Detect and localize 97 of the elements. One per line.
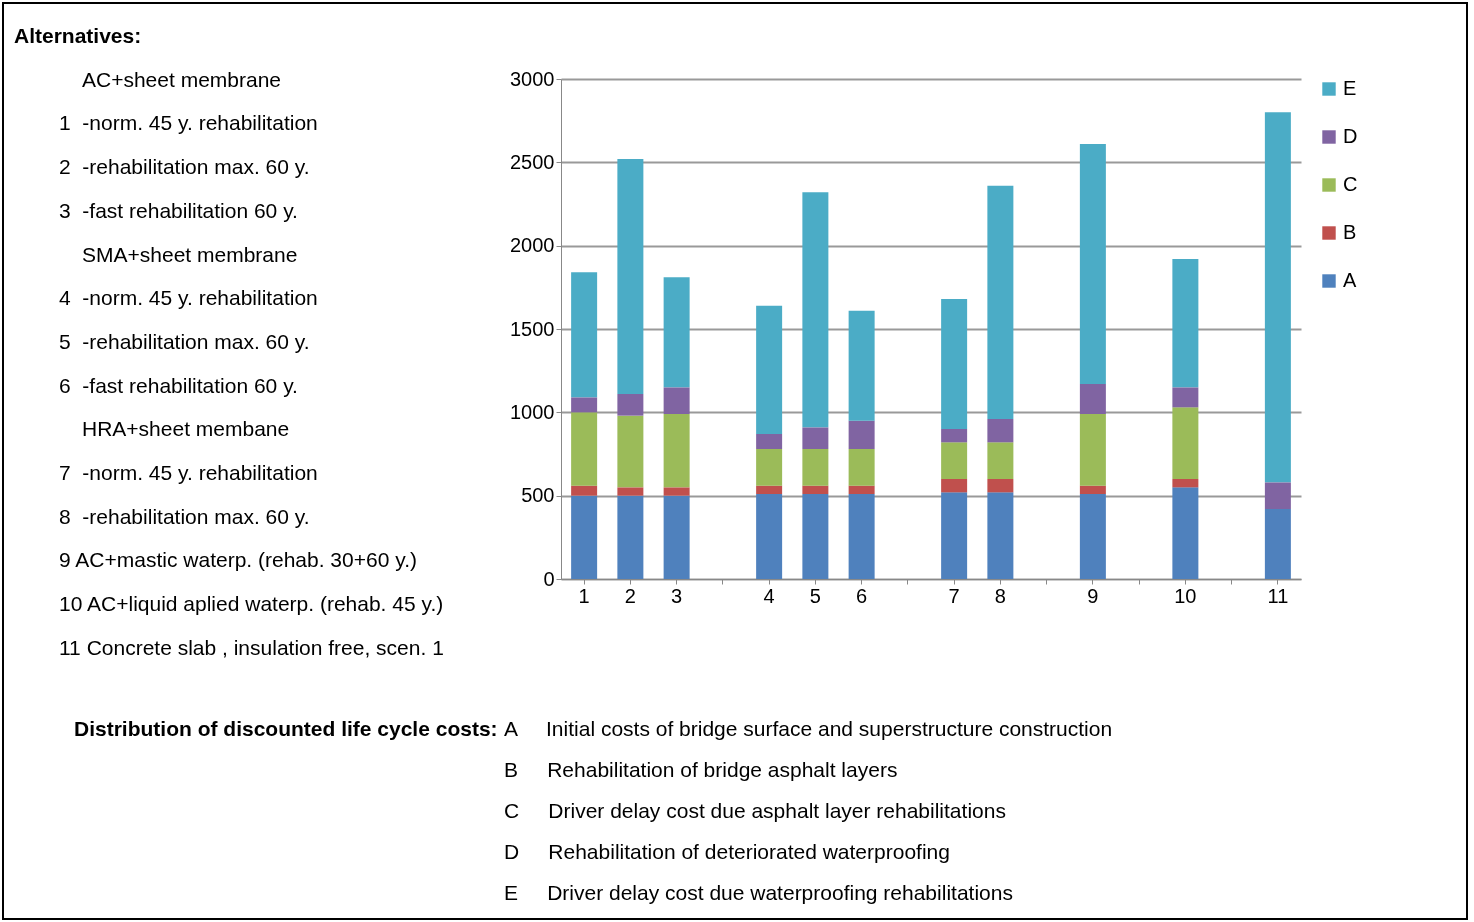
- x-tick-label: 5: [809, 584, 821, 607]
- text: Alternatives:: [14, 23, 143, 49]
- x-tick-label: 2: [624, 584, 636, 607]
- bar: [1264, 509, 1291, 579]
- text: 11 Concrete slab , insulation free, scen. 1: [58, 634, 444, 661]
- bar: [941, 429, 968, 443]
- bar: [663, 277, 690, 388]
- bar: [756, 494, 783, 579]
- bar: [617, 415, 644, 488]
- bar: [1172, 259, 1199, 388]
- bar: [1079, 494, 1106, 579]
- bar: [941, 492, 968, 579]
- bar: [848, 485, 875, 494]
- x-tick-label: 7: [948, 584, 960, 607]
- text: E Driver delay cost due waterproofing rehabilitations: [503, 880, 1014, 906]
- bar: [848, 494, 875, 579]
- text: 1 -norm. 45 y. rehabilitation: [58, 110, 319, 137]
- bar: [663, 487, 690, 496]
- text: 8 -rehabilitation max. 60 y.: [58, 503, 311, 530]
- x-tick-label: 1: [578, 584, 590, 607]
- bar: [1172, 487, 1199, 579]
- bar: [571, 272, 598, 398]
- text: 3 -fast rehabilitation 60 y.: [58, 197, 299, 224]
- bar: [756, 485, 783, 494]
- bar: [802, 192, 829, 428]
- bar: [1079, 144, 1106, 384]
- bar: [802, 494, 829, 579]
- text: SMA+sheet membrane: [81, 241, 299, 268]
- bar: [1264, 112, 1291, 483]
- bar: [663, 495, 690, 579]
- bar: [1172, 407, 1199, 479]
- bar: [571, 495, 598, 579]
- text: 10 AC+liquid aplied waterp. (rehab. 45 y.): [58, 591, 444, 618]
- x-tick-label: 4: [763, 584, 775, 607]
- bar: [941, 299, 968, 429]
- bar: [617, 495, 644, 579]
- text: A Initial costs of bridge surface and superstructure construction: [504, 717, 1113, 740]
- bar: [617, 394, 644, 416]
- y-tick-label: 500: [521, 484, 555, 507]
- bar: [1172, 479, 1199, 488]
- x-tick-label: 6: [856, 584, 868, 607]
- bar: [663, 387, 690, 414]
- legend-label: C: [1343, 173, 1358, 195]
- text: 4 -norm. 45 y. rehabilitation: [58, 285, 319, 312]
- legend-label: D: [1343, 125, 1358, 147]
- y-tick-label: 0: [543, 567, 555, 590]
- text: 2 -rehabilitation max. 60 y.: [58, 154, 311, 181]
- y-tick-label: 2500: [510, 150, 555, 173]
- bar: [802, 427, 829, 449]
- bar: [1079, 384, 1106, 414]
- text: C Driver delay cost due asphalt layer rehabilitations: [503, 798, 1007, 824]
- bar: [1172, 387, 1199, 408]
- x-tick-label: 11: [1267, 584, 1289, 607]
- bar: [987, 185, 1014, 419]
- text: 7 -norm. 45 y. rehabilitation: [58, 460, 319, 487]
- text: B Rehabilitation of bridge asphalt layers: [503, 757, 899, 783]
- bar: [987, 442, 1014, 479]
- bar: [617, 487, 644, 496]
- y-tick-label: 2000: [510, 234, 555, 257]
- bar: [571, 412, 598, 486]
- text: 9 AC+mastic waterp. (rehab. 30+60 y.): [58, 547, 418, 574]
- bar: [941, 479, 968, 493]
- text: 6 -fast rehabilitation 60 y.: [58, 372, 299, 399]
- bar: [802, 449, 829, 486]
- y-tick-label: 3000: [510, 67, 555, 90]
- bar: [987, 492, 1014, 579]
- bar: [848, 420, 875, 449]
- bar: [1264, 482, 1291, 509]
- bar: [756, 434, 783, 449]
- x-tick-label: 9: [1087, 584, 1099, 607]
- x-tick-label: 8: [994, 584, 1006, 607]
- bar: [756, 305, 783, 434]
- y-tick-label: 1500: [510, 317, 555, 340]
- x-tick-label: 10: [1174, 584, 1197, 607]
- bar: [848, 449, 875, 486]
- bar: [1079, 485, 1106, 494]
- bar: [663, 414, 690, 488]
- y-tick-label: 1000: [510, 400, 555, 423]
- bar: [571, 485, 598, 496]
- x-tick-label: 3: [671, 584, 683, 607]
- legend-label: E: [1343, 77, 1357, 99]
- legend-label: B: [1343, 221, 1357, 243]
- text: Distribution of discounted life cycle costs:: [74, 716, 498, 742]
- bar: [1079, 414, 1106, 486]
- text: HRA+sheet membane: [81, 416, 291, 443]
- bar: [756, 449, 783, 486]
- bar: [941, 442, 968, 479]
- text: AC+sheet membrane: [81, 66, 283, 93]
- text: D Rehabilitation of deteriorated waterproofing: [503, 839, 951, 865]
- legend-label: A: [1343, 269, 1357, 291]
- bar: [802, 485, 829, 494]
- bar: [571, 397, 598, 413]
- text: 5 -rehabilitation max. 60 y.: [58, 328, 311, 355]
- bar: [987, 479, 1014, 493]
- bar: [848, 310, 875, 421]
- bar: [617, 159, 644, 394]
- bar: [987, 419, 1014, 443]
